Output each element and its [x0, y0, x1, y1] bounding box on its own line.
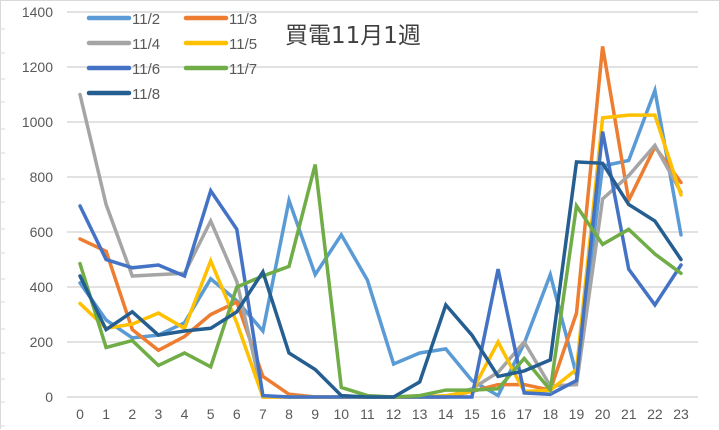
- y-tick-label: 800: [30, 169, 54, 185]
- y-tick-label: 600: [30, 224, 54, 240]
- legend-item: 11/5: [183, 36, 257, 53]
- legend-label: 11/2: [132, 11, 160, 28]
- x-tick-label: 4: [181, 406, 189, 422]
- x-tick-label: 12: [386, 406, 402, 422]
- y-axis-labels: 0 200 400 600 800 1000 1200 1400: [22, 4, 53, 405]
- x-tick-label: 6: [233, 406, 241, 422]
- x-tick-label: 9: [311, 406, 319, 422]
- y-tick-label: 1200: [22, 59, 53, 75]
- x-tick-label: 7: [259, 406, 267, 422]
- x-tick-label: 22: [647, 406, 663, 422]
- x-tick-label: 8: [285, 406, 293, 422]
- legend-label: 11/6: [132, 61, 160, 78]
- x-tick-label: 1: [102, 406, 110, 422]
- y-tick-label: 200: [30, 334, 54, 350]
- legend-label: 11/8: [132, 86, 160, 103]
- legend-label: 11/3: [229, 11, 257, 28]
- y-tick-label: 400: [30, 279, 54, 295]
- x-tick-label: 11: [360, 406, 375, 422]
- x-tick-label: 19: [569, 406, 585, 422]
- x-tick-label: 5: [207, 406, 215, 422]
- legend-item: 11/8: [86, 86, 160, 103]
- legend-label: 11/7: [229, 61, 257, 78]
- legend-item: 11/6: [86, 61, 160, 78]
- y-tick-label: 1000: [22, 114, 53, 130]
- x-tick-label: 17: [516, 406, 532, 422]
- x-tick-label: 20: [595, 406, 611, 422]
- legend-item: 11/4: [86, 36, 160, 53]
- legend-item: 11/7: [183, 61, 257, 78]
- x-tick-label: 13: [412, 406, 428, 422]
- legend-label: 11/5: [229, 36, 257, 53]
- series-line-11-8: [78, 160, 683, 399]
- frame-ticks: [1, 28, 5, 427]
- y-tick-label: 1400: [22, 4, 53, 20]
- x-tick-label: 2: [128, 406, 136, 422]
- legend-item: 11/2: [86, 11, 160, 28]
- legend-label: 11/4: [132, 36, 160, 53]
- x-tick-label: 0: [76, 406, 84, 422]
- legend: 11/2 11/3 11/4 11/5 11/6 11/7 11/8: [86, 11, 257, 103]
- x-tick-label: 18: [543, 406, 559, 422]
- x-axis-labels: 0 1 2 3 4 5 6 7 8 9 10 11 12 13 14 15 16 17 18 19 20 21 22 23: [76, 406, 689, 422]
- x-tick-label: 10: [334, 406, 350, 422]
- x-tick-label: 16: [490, 406, 506, 422]
- x-tick-label: 23: [673, 406, 689, 422]
- x-tick-label: 14: [438, 406, 454, 422]
- x-tick-label: 21: [621, 406, 637, 422]
- y-tick-label: 0: [45, 389, 53, 405]
- x-tick-label: 15: [464, 406, 480, 422]
- legend-item: 11/3: [183, 11, 257, 28]
- series-lines: [78, 46, 683, 399]
- x-tick-label: 3: [154, 406, 162, 422]
- chart-title: 買電11月1週: [285, 23, 421, 49]
